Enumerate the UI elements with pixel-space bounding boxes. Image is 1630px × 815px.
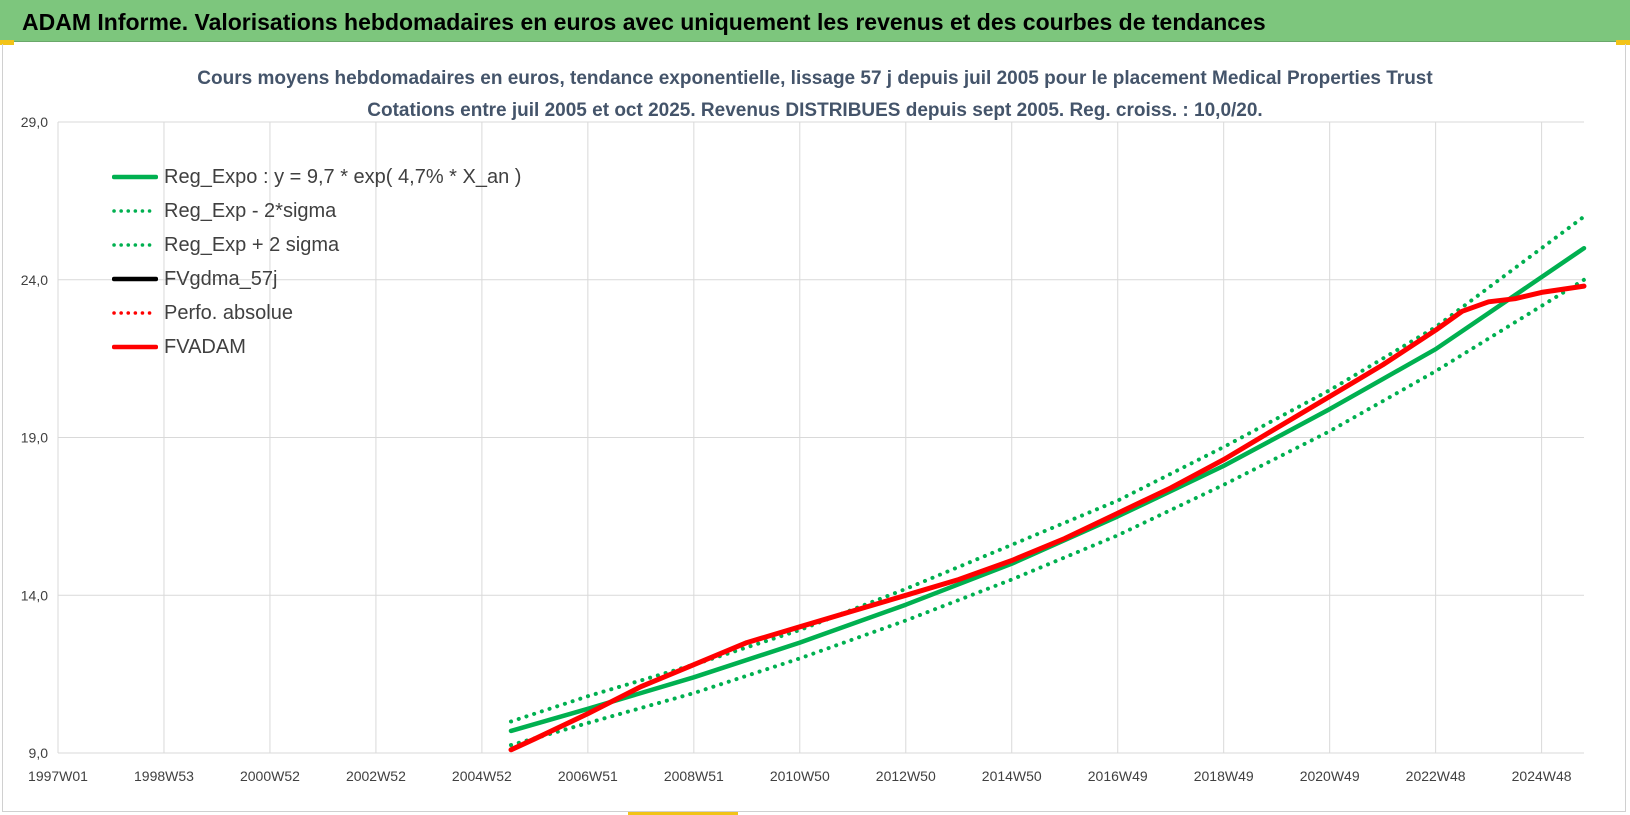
legend-label: FVgdma_57j [164, 267, 278, 290]
banner-corner-accent-right [1616, 40, 1630, 45]
x-tick-label: 2008W51 [664, 768, 724, 784]
tick-layer: 1997W01 1998W53 2000W52 2002W52 2004W52 2006W… [21, 114, 1572, 784]
x-tick-label: 2006W51 [558, 768, 618, 784]
banner-corner-accent-left [0, 40, 14, 45]
legend-swatch [112, 306, 158, 320]
chart-subtitle: Cotations entre juil 2005 et oct 2025. R… [367, 100, 1263, 121]
bottom-accent-bar [628, 812, 738, 815]
legend-label: FVADAM [164, 335, 246, 358]
x-tick-label: 2020W49 [1300, 768, 1360, 784]
legend-label: Reg_Expo : y = 9,7 * exp( 4,7% * X_an ) [164, 165, 522, 188]
series-line-0 [508, 245, 1587, 734]
legend-item: Reg_Exp + 2 sigma [112, 228, 521, 262]
y-tick-label: 19,0 [21, 430, 48, 446]
x-tick-label: 2002W52 [346, 768, 406, 784]
y-tick-label: 14,0 [21, 587, 48, 603]
x-tick-label: 1998W53 [134, 768, 194, 784]
x-tick-label: 2012W50 [876, 768, 936, 784]
x-tick-label: 2010W50 [770, 768, 830, 784]
legend-label: Reg_Exp - 2*sigma [164, 199, 337, 222]
x-tick-label: 2022W48 [1406, 768, 1466, 784]
legend-swatch [112, 204, 158, 218]
legend-swatch [112, 238, 158, 252]
x-tick-label: 2000W52 [240, 768, 300, 784]
series-line-3 [508, 283, 1587, 753]
x-tick-label: 2018W49 [1194, 768, 1254, 784]
series-line-2 [509, 214, 1586, 724]
chart-title: Cours moyens hebdomadaires en euros, ten… [197, 68, 1433, 89]
legend-item: Reg_Expo : y = 9,7 * exp( 4,7% * X_an ) [112, 160, 521, 194]
series-layer [508, 214, 1587, 753]
y-tick-label: 9,0 [29, 745, 49, 761]
x-tick-label: 2014W50 [982, 768, 1042, 784]
y-tick-label: 24,0 [21, 272, 48, 288]
report-title: ADAM Informe. Valorisations hebdomadaire… [22, 9, 1266, 35]
series-line-1 [509, 277, 1586, 748]
x-tick-label: 2016W49 [1088, 768, 1148, 784]
x-tick-label: 2024W48 [1512, 768, 1572, 784]
legend-item: Perfo. absolue [112, 296, 521, 330]
chart-legend: Reg_Expo : y = 9,7 * exp( 4,7% * X_an ) R… [112, 160, 521, 364]
chart-frame [2, 44, 1626, 812]
x-tick-label: 2004W52 [452, 768, 512, 784]
y-tick-label: 29,0 [21, 114, 48, 130]
legend-label: Perfo. absolue [164, 301, 293, 324]
x-tick-label: 1997W01 [28, 768, 88, 784]
report-banner: ADAM Informe. Valorisations hebdomadaire… [0, 0, 1630, 42]
legend-swatch [112, 340, 158, 354]
legend-swatch [112, 170, 158, 184]
legend-item: Reg_Exp - 2*sigma [112, 194, 521, 228]
grid-layer [57, 121, 1584, 754]
legend-item: FVADAM [112, 330, 521, 364]
legend-item: FVgdma_57j [112, 262, 521, 296]
legend-label: Reg_Exp + 2 sigma [164, 233, 340, 256]
legend-swatch [112, 272, 158, 286]
